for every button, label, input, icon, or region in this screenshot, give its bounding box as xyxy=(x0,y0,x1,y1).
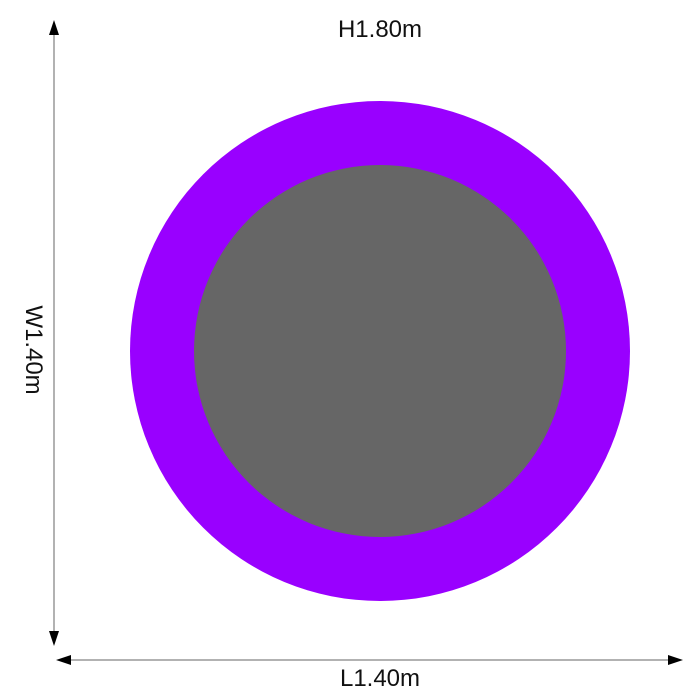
length-label: L1.40m xyxy=(339,665,421,692)
height-label: H1.80m xyxy=(337,16,423,43)
width-label: W1.40m xyxy=(20,305,47,395)
horizontal-dimension-arrow xyxy=(56,655,683,665)
vertical-dimension-arrow xyxy=(49,20,59,646)
trampoline-mat xyxy=(194,165,566,537)
